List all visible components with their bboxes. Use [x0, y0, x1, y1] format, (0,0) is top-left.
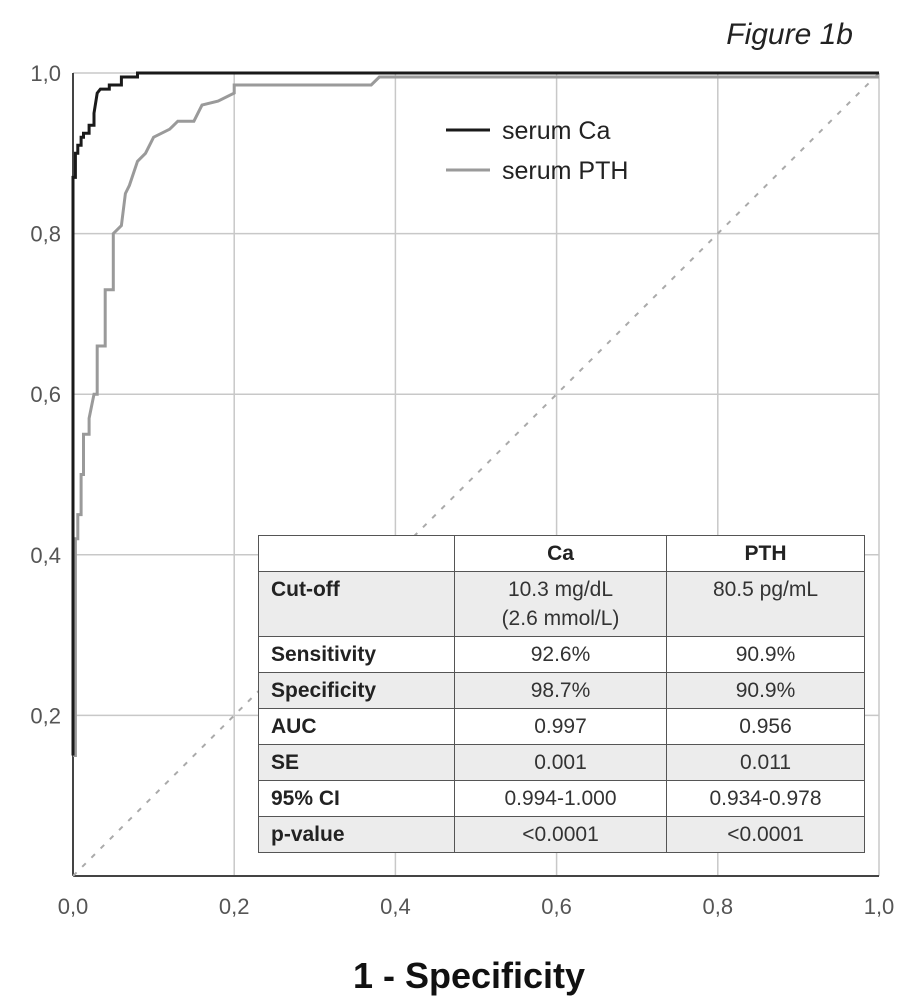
table-cell-pth: 0.934-0.978: [666, 780, 865, 817]
table-cell-pth: <0.0001: [666, 816, 865, 853]
table-cell-pth-text: 0.011: [740, 751, 791, 774]
table-cell-pth-text: 0.934-0.978: [709, 787, 822, 810]
x-tick-label-2: 0,4: [380, 894, 411, 919]
table-row-label: 95% CI: [258, 780, 455, 817]
table-row-label: SE: [258, 744, 455, 781]
x-tick-label-1: 0,2: [219, 894, 250, 919]
tick-labels: 0,0 0,2 0,4 0,6 0,8 1,0 0,2 0,4 0,6 0,8 1,0: [30, 61, 894, 919]
table-cell-ca-text: 0.997: [534, 715, 587, 738]
series-line-serum-ca: [71, 71, 879, 756]
table-cell-pth: 0.956: [666, 708, 865, 745]
table-row: AUC 0.997 0.956: [258, 708, 865, 745]
table-cell-ca-text: 0.001: [534, 751, 587, 774]
series-layer: [71, 71, 880, 877]
table-row-label: Sensitivity: [258, 636, 455, 673]
x-tick-label-5: 1,0: [864, 894, 895, 919]
table-row-label: Specificity: [258, 672, 455, 709]
table-cell-ca: 10.3 mg/dL (2.6 mmol/L): [454, 571, 667, 637]
table-cell-ca: 0.001: [454, 744, 667, 781]
table-cell-ca: 98.7%: [454, 672, 667, 709]
table-cell-ca: <0.0001: [454, 816, 667, 853]
table-row: Cut-off 10.3 mg/dL (2.6 mmol/L) 80.5 pg/mL: [258, 571, 865, 637]
table-cell-pth: 90.9%: [666, 672, 865, 709]
y-tick-label-1: 0,4: [30, 543, 61, 568]
table-cell-ca-text: 98.7%: [530, 679, 591, 702]
table-header-ca: Ca: [454, 535, 667, 572]
legend-label-1: serum PTH: [502, 157, 628, 185]
table-cell-pth: 80.5 pg/mL: [666, 571, 865, 637]
stats-table: Ca PTH Cut-off 10.3 mg/dL (2.6 mmol/L) 80.5…: [258, 535, 865, 853]
table-row: 95% CI 0.994-1.000 0.934-0.978: [258, 780, 865, 817]
table-header-blank: [258, 535, 455, 572]
table-row: Specificity 98.7% 90.9%: [258, 672, 865, 709]
legend: serum Ca serum PTH: [446, 117, 628, 185]
table-cell-ca-text: 0.994-1.000: [504, 787, 617, 810]
legend-label-0: serum Ca: [502, 117, 610, 145]
series-line-serum-pth: [73, 75, 879, 757]
table-row: SE 0.001 0.011: [258, 744, 865, 781]
x-axis-title: 1 - Specificity: [353, 955, 585, 996]
y-tick-label-4: 1,0: [30, 61, 61, 86]
table-cell-pth-text: <0.0001: [727, 823, 804, 846]
table-row-label: Cut-off: [258, 571, 455, 637]
y-tick-label-3: 0,8: [30, 222, 61, 247]
y-tick-label-2: 0,6: [30, 382, 61, 407]
x-tick-label-4: 0,8: [703, 894, 734, 919]
table-cell-pth: 90.9%: [666, 636, 865, 673]
table-cell-ca: 0.997: [454, 708, 667, 745]
table-cell-pth: 0.011: [666, 744, 865, 781]
figure-title: Figure 1b: [726, 18, 853, 51]
table-header-pth: PTH: [666, 535, 865, 572]
table-header-row: Ca PTH: [258, 535, 865, 572]
table-row: Sensitivity 92.6% 90.9%: [258, 636, 865, 673]
y-tick-label-0: 0,2: [30, 703, 61, 728]
table-cell-ca: 0.994-1.000: [454, 780, 667, 817]
table-cell-ca: 92.6%: [454, 636, 667, 673]
table-cell-ca-text: 10.3 mg/dL: [507, 578, 614, 601]
table-cell-pth-text: 90.9%: [735, 679, 796, 702]
x-tick-label-0: 0,0: [58, 894, 89, 919]
table-row: p-value <0.0001 <0.0001: [258, 816, 865, 853]
table-cell-ca-text: (2.6 mmol/L): [501, 607, 620, 630]
table-cell-pth-text: 80.5 pg/mL: [712, 578, 819, 601]
table-cell-ca-text: <0.0001: [522, 823, 599, 846]
table-cell-pth-text: 0.956: [739, 715, 792, 738]
x-tick-label-3: 0,6: [541, 894, 572, 919]
table-cell-pth-text: 90.9%: [735, 643, 796, 666]
table-cell-ca-text: 92.6%: [530, 643, 591, 666]
table-row-label: p-value: [258, 816, 455, 853]
table-row-label: AUC: [258, 708, 455, 745]
